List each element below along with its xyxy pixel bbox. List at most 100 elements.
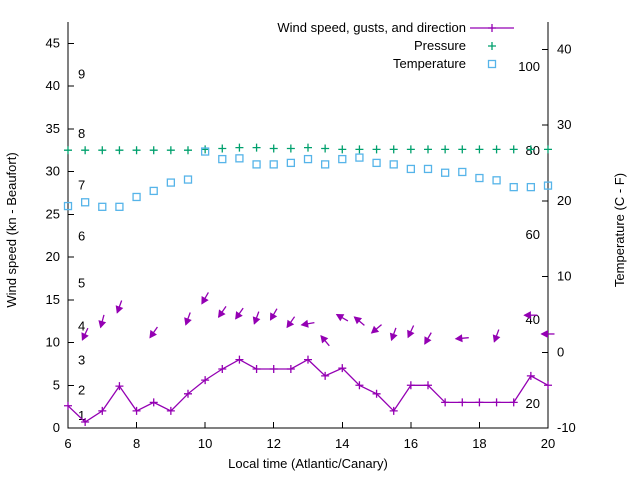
wind-speed-point <box>321 371 330 380</box>
wind-speed-point <box>64 401 72 410</box>
wind-arrow-head <box>269 312 278 321</box>
pressure-point <box>235 143 244 152</box>
temperature-point <box>492 176 501 185</box>
beaufort-label: 8 <box>78 126 85 141</box>
wind-arrow-head <box>235 311 243 320</box>
beaufort-label: 7 <box>78 177 85 192</box>
wind-speed-point <box>98 406 107 415</box>
data-series-layer <box>63 143 553 427</box>
y2-tick-label: -10 <box>557 420 576 435</box>
y2-axis-title: Temperature (C - F) <box>612 173 627 287</box>
wind-speed-point <box>166 406 175 415</box>
beaufort-label: 1 <box>78 408 85 423</box>
wind-arrow <box>389 327 398 342</box>
y-axis-title: Wind speed (kn - Beaufort) <box>4 152 19 307</box>
wind-speed-point <box>132 406 141 415</box>
wind-speed-point <box>441 398 450 407</box>
temperature-point <box>269 160 278 169</box>
y-tick-label: 35 <box>46 121 60 136</box>
wind-arrow <box>335 313 349 322</box>
pressure-point <box>286 144 295 153</box>
wind-speed-point <box>406 381 415 390</box>
temperature-point <box>475 173 484 183</box>
wind-speed-point <box>115 382 124 391</box>
temperature-point <box>235 154 244 163</box>
pressure-point <box>132 146 141 155</box>
pressure-point <box>218 144 227 153</box>
temperature-point <box>218 154 227 164</box>
pressure-point <box>321 144 330 153</box>
wind-speed-point <box>269 365 278 374</box>
x-tick-label: 14 <box>335 436 349 451</box>
plot-frame <box>67 22 549 429</box>
pressure-point <box>184 146 192 155</box>
wind-speed-point <box>389 406 398 415</box>
wind-arrow-head <box>252 316 261 325</box>
wind-arrow <box>115 300 124 314</box>
beaufort-label: 4 <box>78 318 85 333</box>
wind-arrow-head <box>320 334 329 344</box>
x-tick-label: 18 <box>472 436 486 451</box>
axis-frame <box>67 22 549 429</box>
y-tick-label: 15 <box>46 292 60 307</box>
temperature-point <box>458 167 467 177</box>
temperature-point <box>389 160 398 169</box>
wind-arrow-head <box>523 311 531 320</box>
pressure-point <box>424 145 432 154</box>
pressure-point <box>98 146 107 155</box>
y2-tick-label: 0 <box>557 344 564 359</box>
wind-speed-point <box>201 376 210 385</box>
pressure-point <box>441 145 450 154</box>
wind-speed-point <box>458 398 467 407</box>
wind-arrow <box>184 312 192 326</box>
beaufort-scale-labels: 1 2 3 4 5 6 7 8 9 <box>78 66 85 423</box>
wind-arrow-head <box>115 305 124 314</box>
pressure-point <box>389 145 398 154</box>
wind-speed-point <box>424 381 432 390</box>
wind-speed-point <box>81 418 90 427</box>
legend-label: Pressure <box>414 38 466 53</box>
wind-arrow <box>353 316 365 326</box>
temperature-point <box>509 182 518 192</box>
temperature-point <box>320 160 330 169</box>
wind-arrow <box>286 316 296 329</box>
pressure-point <box>406 145 415 154</box>
wind-speed-point <box>149 398 158 407</box>
beaufort-label: 3 <box>78 353 85 368</box>
y-tick-label: 20 <box>46 249 60 264</box>
wind-arrow <box>424 332 432 345</box>
legend-label: Wind speed, gusts, and direction <box>277 20 466 35</box>
wind-speed-point <box>218 365 227 374</box>
wind-arrow <box>252 311 261 325</box>
wind-arrow-head <box>98 320 107 329</box>
pressure-point <box>149 146 158 155</box>
wind-arrow-head <box>217 309 226 318</box>
wind-arrow-head <box>353 316 363 325</box>
temperature-point <box>303 154 313 164</box>
y2-tick-label: 30 <box>557 117 571 132</box>
legend-sample-marker <box>488 42 496 50</box>
beaufort-label: 9 <box>78 66 85 81</box>
beaufort-label: 6 <box>78 229 85 244</box>
beaufort-label: 2 <box>78 383 85 398</box>
x-tick-label: 16 <box>404 436 418 451</box>
temperature-point <box>406 164 416 174</box>
wind-arrow <box>300 319 315 328</box>
temperature-point <box>338 154 347 164</box>
y-tick-label: 40 <box>46 78 60 93</box>
wind-arrow-head <box>335 313 345 322</box>
fahrenheit-label: 80 <box>526 143 540 158</box>
wind-arrow <box>370 324 382 334</box>
beaufort-label: 5 <box>78 276 85 291</box>
y2-tick-label: 10 <box>557 269 571 284</box>
wind-arrow-head <box>407 329 415 339</box>
wind-arrow-head <box>389 332 398 342</box>
wind-arrow <box>149 326 158 339</box>
pressure-point <box>64 146 72 155</box>
x-tick-label: 6 <box>64 436 71 451</box>
pressure-point <box>526 145 535 154</box>
wind-speed-point <box>286 365 295 374</box>
